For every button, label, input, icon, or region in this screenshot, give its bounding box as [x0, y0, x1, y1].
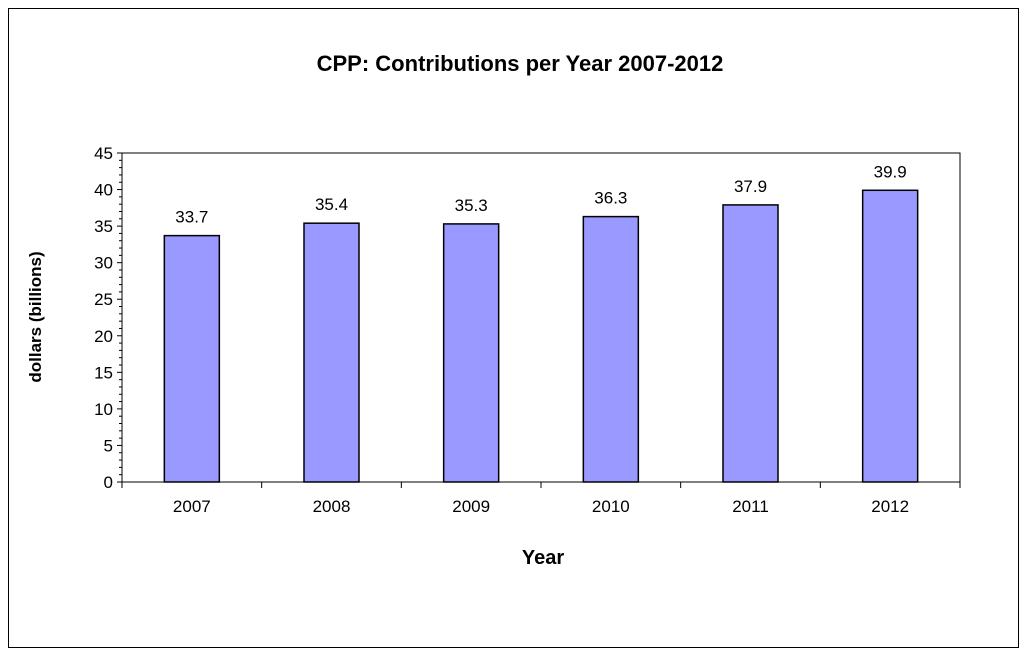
data-label-2010: 36.3 — [594, 189, 627, 208]
bar-2007 — [163, 234, 221, 483]
x-axis-title: Year — [522, 547, 564, 569]
bars-group — [163, 189, 919, 483]
x-tick-label: 2010 — [592, 497, 630, 516]
y-axis-title: dollars (billions) — [26, 251, 45, 382]
chart-svg: CPP: Contributions per Year 2007-2012 do… — [26, 51, 961, 569]
x-tick-label: 2012 — [871, 497, 909, 516]
y-tick-label: 30 — [94, 254, 113, 273]
y-tick-label: 45 — [94, 144, 113, 163]
x-tick-label: 2008 — [313, 497, 351, 516]
data-labels-group: 33.7 35.4 35.3 36.3 37.9 39.9 — [175, 162, 906, 226]
bar-2009 — [442, 223, 500, 483]
x-tick-label: 2009 — [452, 497, 490, 516]
y-tick-label: 10 — [94, 400, 113, 419]
x-axis-ticks: 2007 2008 2009 2010 2011 2012 — [121, 482, 961, 516]
y-tick-label: 25 — [94, 290, 113, 309]
y-axis-ticks: 0 5 10 15 20 25 30 35 40 45 — [94, 144, 122, 492]
bar-2012 — [861, 189, 919, 483]
chart-title: CPP: Contributions per Year 2007-2012 — [317, 51, 724, 76]
x-tick-label: 2011 — [732, 497, 769, 516]
data-label-2009: 35.3 — [455, 196, 488, 215]
bar-2008 — [303, 222, 360, 483]
y-minor-ticks — [119, 159, 122, 476]
y-tick-label: 0 — [104, 473, 113, 492]
data-label-2007: 33.7 — [175, 208, 208, 227]
x-tick-label: 2007 — [173, 497, 211, 516]
data-label-2012: 39.9 — [874, 162, 907, 181]
y-tick-label: 20 — [94, 327, 113, 346]
y-tick-label: 40 — [94, 181, 113, 200]
plot-area — [121, 152, 961, 483]
y-tick-label: 5 — [104, 436, 113, 455]
data-label-2011: 37.9 — [734, 177, 767, 196]
bar-2011 — [722, 204, 779, 483]
y-tick-label: 35 — [94, 217, 113, 236]
bar-2010 — [582, 215, 640, 483]
data-label-2008: 35.4 — [315, 195, 348, 214]
y-tick-label: 15 — [94, 363, 113, 382]
